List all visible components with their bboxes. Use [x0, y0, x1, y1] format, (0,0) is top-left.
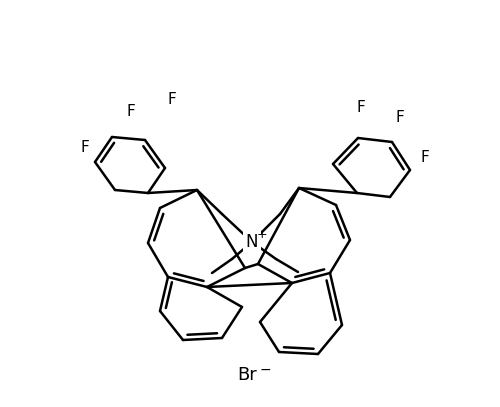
Text: F: F — [80, 140, 90, 155]
Text: F: F — [356, 101, 366, 116]
Text: Br: Br — [237, 366, 257, 384]
Text: +: + — [256, 228, 268, 241]
Text: −: − — [259, 363, 271, 377]
Text: F: F — [126, 105, 136, 120]
Text: N: N — [246, 233, 258, 251]
Text: F: F — [420, 151, 430, 166]
Text: F: F — [396, 110, 404, 125]
Text: F: F — [168, 92, 176, 107]
